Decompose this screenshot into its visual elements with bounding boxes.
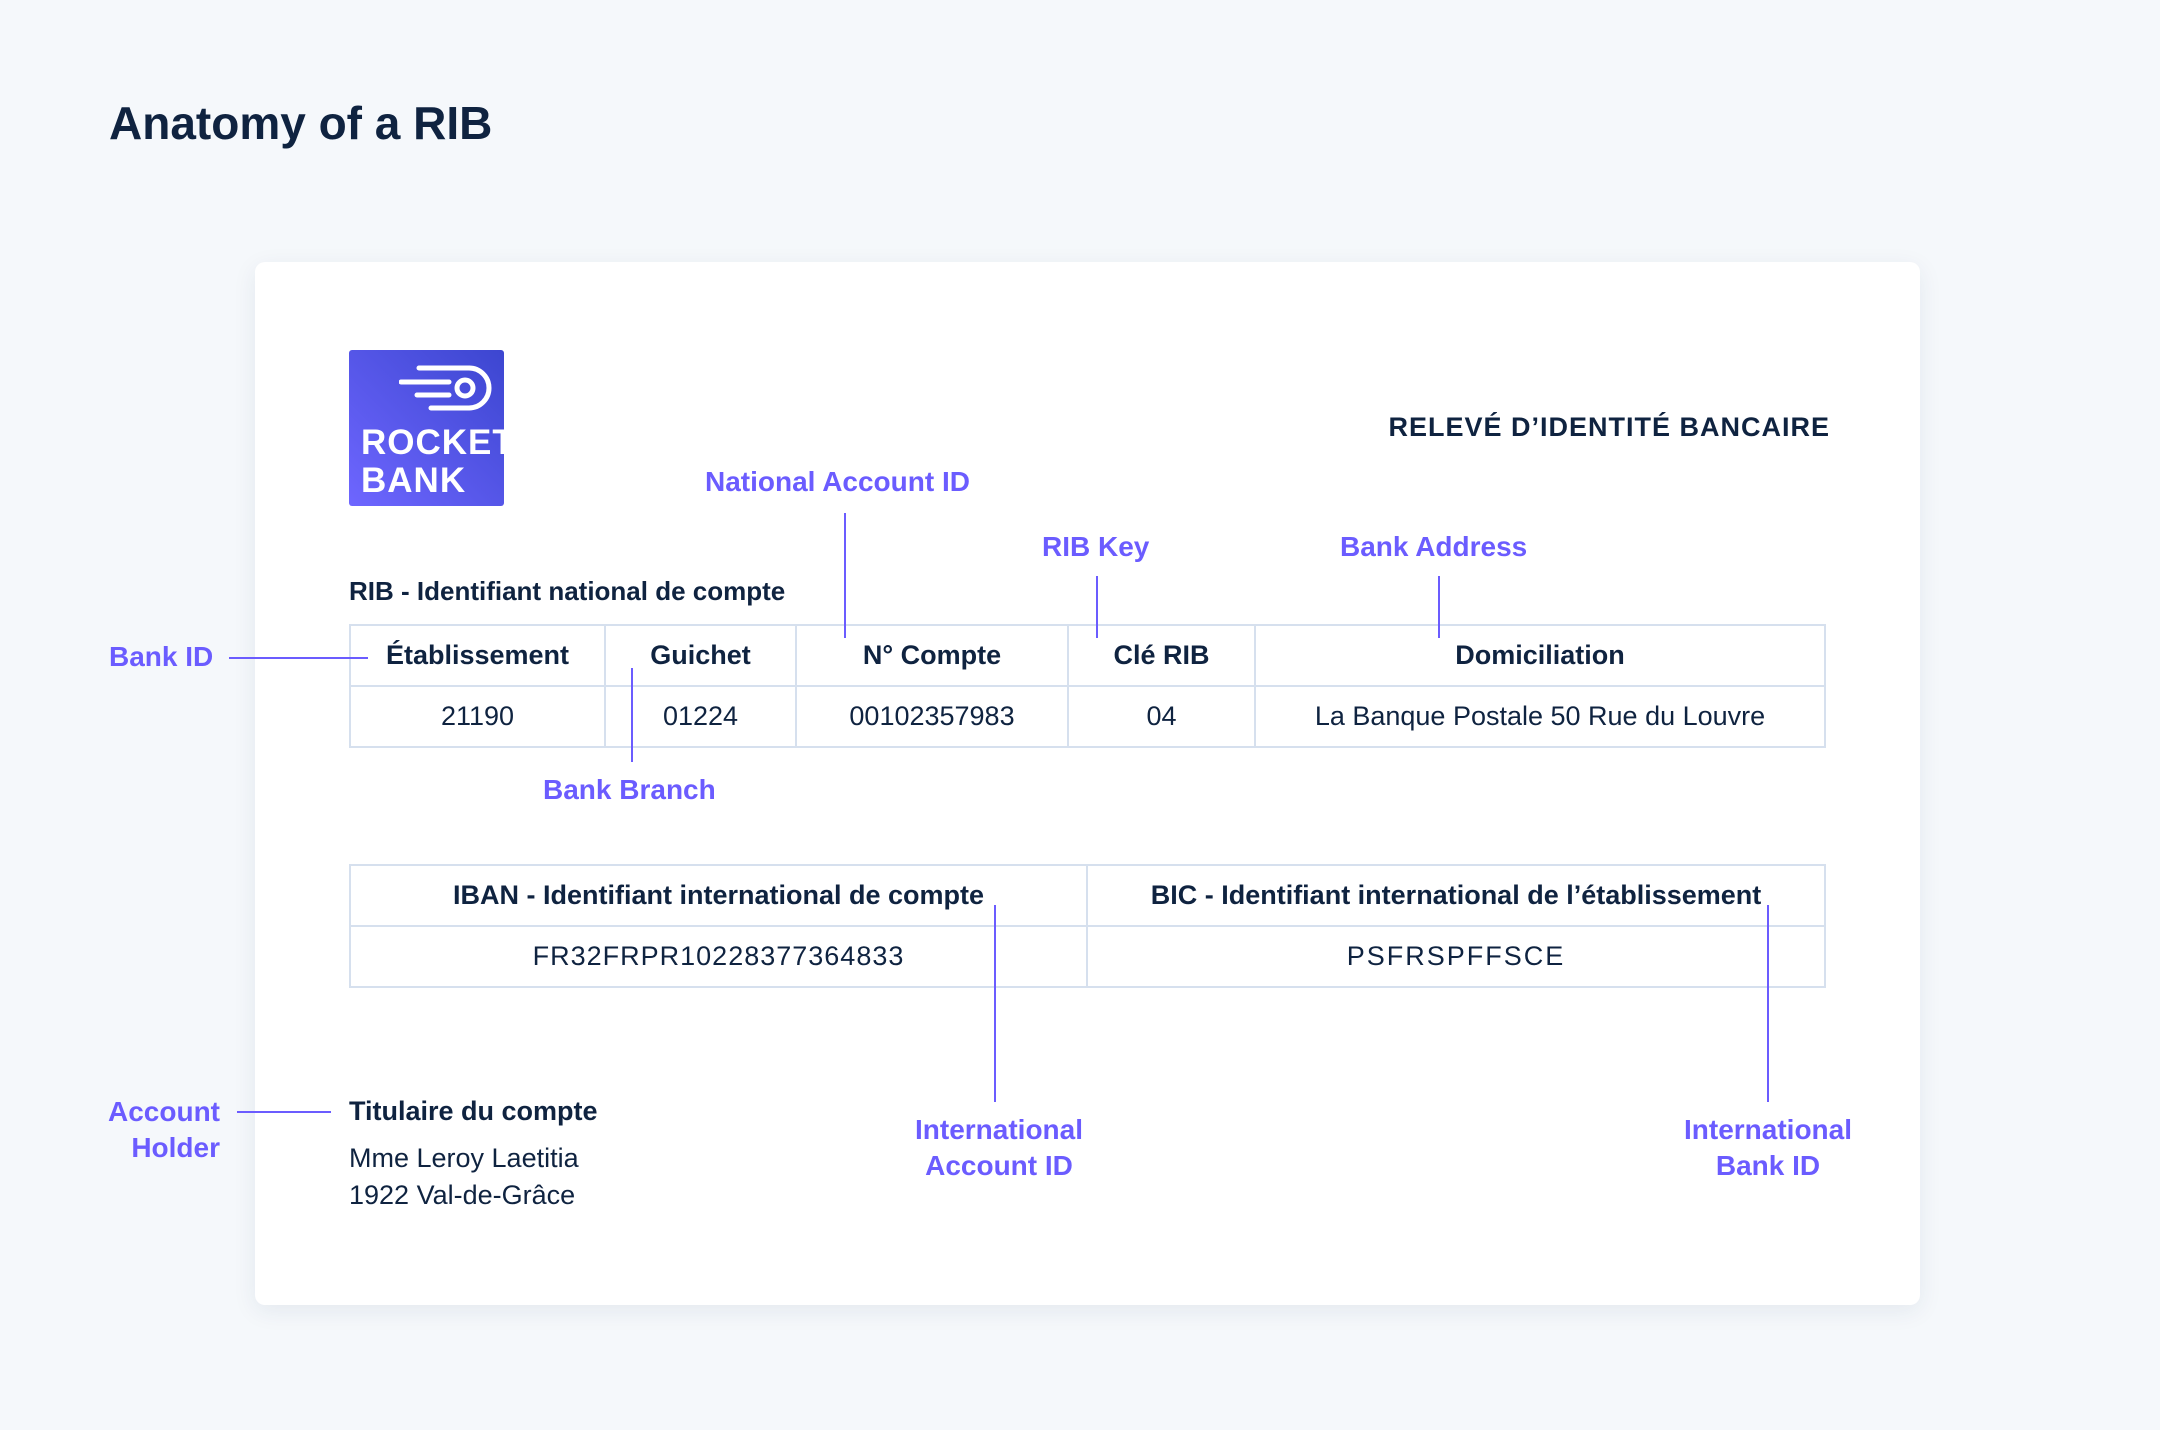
value-iban: FR32FRPR10228377364833 [349,925,1088,988]
header-iban: IBAN - Identifiant international de comp… [349,864,1088,927]
header-compte: N° Compte [795,624,1069,687]
logo-text: ROCKET [361,423,515,462]
international-table: IBAN - Identifiant international de comp… [349,864,1826,988]
rocket-icon [399,365,492,411]
annotation-line: Account [108,1096,220,1127]
header-domiciliation: Domiciliation [1254,624,1826,687]
rib-section-label: RIB - Identifiant national de compte [349,576,786,606]
value-compte: 00102357983 [795,685,1069,748]
annotation-bank-address: Bank Address [1340,531,1528,562]
leader-line [229,657,368,659]
table-header-row: Établissement Guichet N° Compte Clé RIB … [349,624,1826,687]
annotation-line: Bank ID [1715,1150,1821,1181]
leader-line [1096,576,1098,638]
leader-line [1438,576,1440,638]
holder-label: Titulaire du compte [349,1096,598,1126]
rib-table: Établissement Guichet N° Compte Clé RIB … [349,624,1826,748]
logo-text: BANK [361,461,467,500]
annotation-rib-key: RIB Key [1042,531,1150,562]
document-title: RELEVÉ D’IDENTITÉ BANCAIRE [1388,412,1830,442]
annotation-account-holder: Account Holder [60,1094,220,1166]
value-guichet: 01224 [604,685,797,748]
header-etablissement: Établissement [349,624,606,687]
table-row: FR32FRPR10228377364833 PSFRSPFFSCE [349,925,1826,988]
annotation-bank-id: Bank ID [109,641,214,672]
table-row: 21190 01224 00102357983 04 La Banque Pos… [349,685,1826,748]
page-title: Anatomy of a RIB [109,97,493,149]
leader-line [844,513,846,638]
value-etablissement: 21190 [349,685,606,748]
holder-name: Mme Leroy Laetitia [349,1143,579,1173]
leader-line [994,905,996,1102]
table-header-row: IBAN - Identifiant international de comp… [349,864,1826,927]
annotation-line: International [1683,1114,1852,1145]
annotation-line: Account ID [925,1150,1073,1181]
value-bic: PSFRSPFFSCE [1086,925,1826,988]
value-domiciliation: La Banque Postale 50 Rue du Louvre [1254,685,1826,748]
rib-card [255,262,1920,1305]
leader-line [1767,905,1769,1102]
header-guichet: Guichet [604,624,797,687]
annotation-line: International [914,1114,1083,1145]
annotation-international-account-id: International Account ID [879,1112,1119,1184]
leader-line [631,668,633,762]
annotation-national-account-id: National Account ID [705,466,970,497]
annotation-line: Holder [131,1132,220,1163]
rocket-bank-logo: ROCKET BANK [349,350,514,506]
annotation-bank-branch: Bank Branch [543,774,716,805]
holder-address: 1922 Val-de-Grâce [349,1180,576,1210]
header-bic: BIC - Identifiant international de l’éta… [1086,864,1826,927]
header-cle-rib: Clé RIB [1067,624,1256,687]
value-cle-rib: 04 [1067,685,1256,748]
leader-line [237,1111,331,1113]
annotation-international-bank-id: International Bank ID [1648,1112,1888,1184]
